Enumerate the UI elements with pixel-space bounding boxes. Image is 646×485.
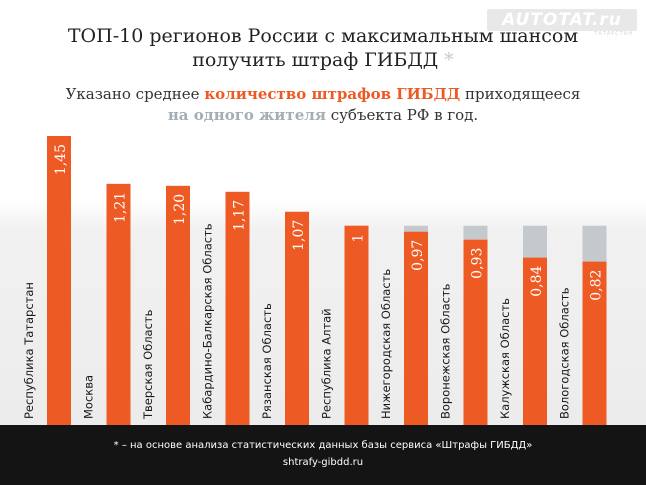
bar-value-label: 1 [351,234,367,243]
bar [404,231,428,425]
category-label: Воронежская Область [439,283,453,419]
bar-value-label: 1,20 [172,194,188,225]
title-text: получить штраф ГИБДД [192,49,439,71]
logo-text: AUTOTAT.ru [487,9,637,31]
bar [225,191,250,425]
bar [463,239,488,425]
bar-value-label: 0,93 [470,248,486,279]
subtitle-text-3: субъекта РФ в год. [325,106,479,124]
subtitle-line2: на одного жителя субъекта РФ в год. [40,105,606,126]
bar-remainder [523,225,547,258]
bar-value-label: 1,21 [113,192,129,223]
bar-remainder [463,225,488,240]
subtitle-highlight-fines: количество штрафов ГИБДД [204,85,461,103]
bar-remainder [582,225,607,262]
category-label: Калужская Область [498,298,512,419]
bar-value-label: 0,97 [410,240,426,271]
bar [166,185,190,425]
chart-title-line2: получить штраф ГИБДД * [40,48,606,72]
category-label: Москва [82,375,96,419]
category-label: Рязанская Область [260,303,274,419]
category-label: Республика Татарстан [22,282,36,419]
bar [582,261,607,425]
footnote-text: * – на основе анализа статистических дан… [113,440,533,451]
footer: * – на основе анализа статистических дан… [0,425,646,485]
bar-value-label: 1,07 [291,220,307,251]
subtitle-highlight-per-resident: на одного жителя [167,106,326,124]
subtitle-text-1: Указано среднее [65,85,205,103]
bar-value-label: 0,82 [589,270,605,301]
category-label: Кабардино-Балкарская Область [201,223,215,419]
footnote-url[interactable]: shtrafy-gibdd.ru [282,457,364,468]
subtitle-line1: Указано среднее количество штрафов ГИБДД… [40,84,606,105]
bar [106,183,131,425]
subtitle-text-2: приходящееся [460,85,581,103]
bar [344,225,369,425]
bar-value-label: 1,45 [53,144,69,175]
bar [47,136,71,425]
autotat-logo[interactable]: AUTOTAT.ru ТАТАРСТАН [487,9,637,37]
bar-value-label: 0,84 [529,265,545,296]
bar [523,257,547,425]
logo-subtext: ТАТАРСТАН [594,31,633,37]
category-label: Тверская Область [141,309,155,420]
bar [285,211,309,425]
chart-title-line1: ТОП-10 регионов России с максимальным ша… [67,25,579,47]
bar-value-label: 1,17 [232,200,248,231]
category-label: Вологодская Область [558,287,572,419]
category-label: Республика Алтай [320,308,334,419]
title-footnote-star: * [444,49,454,71]
bar-remainder [404,225,428,232]
category-label: Нижегородская Область [379,269,393,419]
